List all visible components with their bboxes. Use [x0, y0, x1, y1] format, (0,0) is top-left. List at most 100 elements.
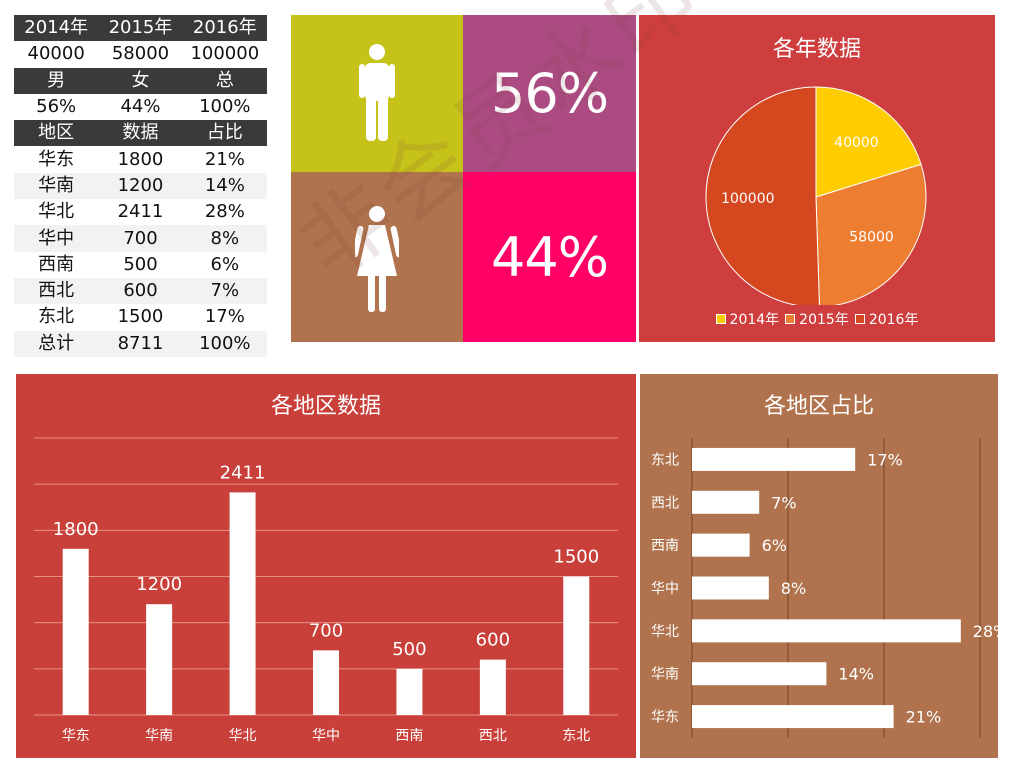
bar-value-label: 2411 — [220, 462, 266, 483]
female-person-icon — [355, 206, 399, 312]
legend-swatch — [785, 314, 796, 324]
table-row: 西南 500 6% — [14, 252, 267, 278]
y-tick-label: 华北 — [651, 624, 679, 640]
male-percent-tile: 56% — [463, 15, 636, 172]
table-cell: 西南 — [38, 253, 75, 275]
female-icon-tile — [291, 172, 463, 342]
pie-slice-label: 58000 — [849, 230, 894, 246]
table-cell: 700 — [123, 227, 158, 249]
table-cell: 44% — [120, 96, 161, 118]
bar — [692, 662, 827, 686]
legend-label: 2015年 — [799, 312, 849, 328]
table-cell: 女 — [131, 69, 150, 91]
data-table: 2014年 2015年 2016年 40000 58000 100000 男 女… — [14, 15, 267, 357]
bar-value-label: 17% — [867, 450, 903, 469]
pie-slice — [815, 86, 922, 198]
bar-value-label: 500 — [392, 639, 426, 660]
pie-chart-title: 各年数据 — [772, 37, 861, 62]
x-tick-label: 华北 — [229, 728, 257, 744]
y-tick-label: 华东 — [651, 710, 679, 726]
bar — [692, 490, 760, 514]
table-cell: 华南 — [38, 174, 75, 196]
table-cell: 男 — [47, 69, 66, 91]
bar — [313, 650, 339, 715]
x-tick-label: 西北 — [479, 728, 507, 744]
y-tick-label: 西南 — [651, 538, 679, 554]
table-cell: 2014年 — [24, 17, 89, 39]
table-cell: 1500 — [117, 306, 164, 328]
table-cell: 40000 — [27, 43, 85, 65]
table-cell: 100% — [199, 96, 251, 118]
table-row: 华东 1800 21% — [14, 146, 267, 172]
legend-label: 2016年 — [868, 312, 919, 328]
bar-value-label: 700 — [309, 620, 343, 641]
share-chart-title: 各地区占比 — [763, 394, 874, 419]
bar-value-label: 21% — [906, 708, 942, 727]
table-cell: 500 — [123, 253, 158, 275]
male-icon-tile — [291, 15, 463, 172]
table-cell: 14% — [204, 174, 245, 196]
table-cell: 100000 — [190, 43, 260, 65]
bar — [229, 492, 256, 715]
region-bar-chart: 1800 华东 1200 华南 2411 华北 700 华中 500 西南 600 西北 1500 东北 — [34, 437, 618, 744]
table-row-gender: 56% 44% 100% — [14, 94, 267, 120]
bar — [563, 576, 590, 715]
legend-swatch — [715, 314, 726, 324]
table-cell: 2411 — [117, 201, 164, 223]
pie-slice-label: 40000 — [834, 135, 879, 151]
bar — [692, 576, 769, 600]
bar — [692, 533, 750, 557]
bar-value-label: 600 — [476, 630, 510, 651]
table-cell: 8% — [210, 227, 240, 249]
table-cell: 8711 — [117, 332, 164, 354]
table-cell: 6% — [210, 253, 240, 275]
table-cell: 58000 — [111, 43, 170, 65]
y-tick-label: 华南 — [651, 667, 679, 683]
legend-swatch — [854, 314, 865, 324]
bar-value-label: 28% — [973, 622, 998, 641]
table-row-total: 总计 8711 100% — [14, 330, 267, 357]
legend-item: 2014年 — [715, 309, 780, 329]
male-percent: 56% — [490, 62, 609, 125]
bar — [396, 668, 423, 715]
bar-value-label: 1800 — [53, 519, 99, 540]
bar — [479, 659, 506, 715]
table-cell: 600 — [123, 280, 158, 302]
table-cell: 56% — [36, 96, 77, 118]
table-cell: 28% — [204, 201, 245, 223]
y-tick-label: 东北 — [651, 452, 679, 468]
bar — [692, 619, 961, 643]
bar-value-label: 1500 — [553, 547, 599, 568]
female-percent-tile: 44% — [463, 172, 636, 342]
table-cell: 总计 — [38, 332, 75, 354]
table-cell: 100% — [199, 332, 251, 354]
table-cell: 西北 — [38, 280, 75, 302]
x-tick-label: 华东 — [62, 728, 90, 744]
bar — [692, 447, 856, 471]
table-header-years: 2014年 2015年 2016年 — [14, 15, 267, 42]
pie-slice-label: 100000 — [721, 191, 774, 207]
bar-chart-title: 各地区数据 — [270, 394, 381, 419]
table-cell: 7% — [210, 280, 240, 302]
x-tick-label: 华南 — [145, 728, 173, 744]
table-row: 华北 2411 28% — [14, 199, 267, 225]
table-cell: 华北 — [38, 201, 75, 223]
y-tick-label: 西北 — [651, 495, 679, 511]
table-cell: 1200 — [117, 174, 164, 196]
bar-value-label: 7% — [771, 493, 796, 512]
table-cell: 华东 — [38, 148, 75, 170]
legend-label: 2014年 — [729, 312, 780, 328]
table-cell: 1800 — [117, 148, 164, 170]
table-cell: 地区 — [38, 122, 75, 144]
female-percent: 44% — [490, 225, 609, 289]
pie-slice — [705, 86, 820, 305]
table-cell: 17% — [204, 306, 245, 328]
legend-item: 2016年 — [854, 309, 919, 329]
bar — [62, 548, 89, 715]
x-tick-label: 西南 — [395, 728, 423, 744]
y-tick-label: 华中 — [651, 581, 679, 597]
region-share-chart-panel: 各地区占比 17% 东北 7% 西北 6% 西南 8% 华中 28% 华北 14% 华南 21% 华东 — [640, 374, 998, 758]
table-row: 东北 1500 17% — [14, 304, 267, 330]
pie-slice — [815, 163, 927, 305]
pie-chart-panel: 各年数据 40000 58000 100000 2014年 2015年 2016年 — [639, 15, 995, 342]
